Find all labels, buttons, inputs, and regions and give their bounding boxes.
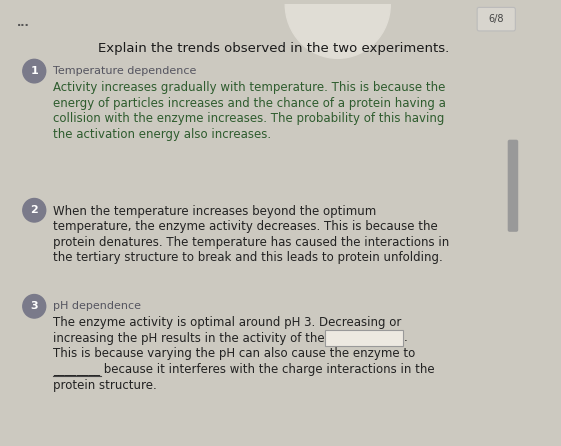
- Text: temperature, the enzyme activity decreases. This is because the: temperature, the enzyme activity decreas…: [53, 220, 438, 233]
- Circle shape: [285, 0, 390, 58]
- Text: ________ because it interferes with the charge interactions in the: ________ because it interferes with the …: [53, 363, 435, 376]
- FancyBboxPatch shape: [508, 140, 518, 232]
- Text: 1: 1: [30, 66, 38, 76]
- Text: 2: 2: [30, 205, 38, 215]
- Circle shape: [23, 59, 45, 83]
- Text: The enzyme activity is optimal around pH 3. Decreasing or: The enzyme activity is optimal around pH…: [53, 316, 402, 329]
- Text: Explain the trends observed in the two experiments.: Explain the trends observed in the two e…: [98, 41, 449, 55]
- Text: ...: ...: [17, 18, 30, 28]
- Circle shape: [23, 294, 45, 318]
- Text: Temperature dependence: Temperature dependence: [53, 66, 197, 76]
- Text: collision with the enzyme increases. The probability of this having: collision with the enzyme increases. The…: [53, 112, 445, 125]
- Text: Activity increases gradually with temperature. This is because the: Activity increases gradually with temper…: [53, 81, 446, 94]
- Text: 6/8: 6/8: [489, 14, 504, 24]
- Text: When the temperature increases beyond the optimum: When the temperature increases beyond th…: [53, 205, 376, 219]
- Circle shape: [23, 198, 45, 222]
- Text: 3: 3: [30, 301, 38, 311]
- Text: pH dependence: pH dependence: [53, 301, 141, 311]
- FancyBboxPatch shape: [477, 8, 516, 31]
- FancyBboxPatch shape: [325, 330, 403, 346]
- Text: the tertiary structure to break and this leads to protein unfolding.: the tertiary structure to break and this…: [53, 252, 443, 264]
- Text: increasing the pH results in the activity of the enzyme: increasing the pH results in the activit…: [53, 332, 375, 345]
- Text: the activation energy also increases.: the activation energy also increases.: [53, 128, 272, 141]
- Text: protein denatures. The temperature has caused the interactions in: protein denatures. The temperature has c…: [53, 236, 449, 249]
- Text: .: .: [404, 331, 408, 344]
- Text: protein structure.: protein structure.: [53, 379, 157, 392]
- Text: energy of particles increases and the chance of a protein having a: energy of particles increases and the ch…: [53, 97, 446, 110]
- Text: This is because varying the pH can also cause the enzyme to: This is because varying the pH can also …: [53, 347, 416, 360]
